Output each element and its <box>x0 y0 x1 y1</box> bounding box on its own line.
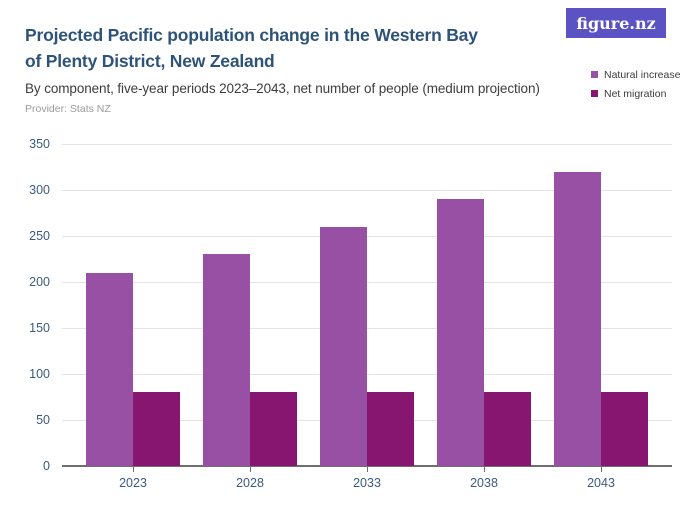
y-axis-tick-label: 100 <box>29 367 50 381</box>
x-axis-tick <box>367 466 368 472</box>
bar-natural-increase-2033 <box>320 226 367 466</box>
bar-net-migration-2038 <box>484 392 531 466</box>
legend-item: Natural increase <box>591 65 680 84</box>
legend-label: Net migration <box>604 87 667 100</box>
bar-net-migration-2043 <box>601 392 648 466</box>
gridline <box>62 374 672 375</box>
x-axis-tick <box>250 466 251 472</box>
x-axis-tick-label: 2028 <box>236 476 264 490</box>
legend-item: Net migration <box>591 84 680 103</box>
figure-nz-logo[interactable]: figure.nz <box>566 8 666 38</box>
bar-natural-increase-2023 <box>86 272 133 466</box>
legend: Natural increase Net migration <box>591 65 680 103</box>
bar-net-migration-2023 <box>133 392 180 466</box>
x-axis-tick <box>133 466 134 472</box>
bar-natural-increase-2028 <box>203 254 250 466</box>
y-axis-tick-label: 0 <box>43 459 50 473</box>
title-line-2: of Plenty District, New Zealand <box>25 51 275 71</box>
x-axis-tick <box>484 466 485 472</box>
y-axis-tick-label: 350 <box>29 137 50 151</box>
page-title: Projected Pacific population change in t… <box>25 22 505 74</box>
gridline <box>62 328 672 329</box>
x-axis-tick-label: 2023 <box>119 476 147 490</box>
y-axis-tick-label: 200 <box>29 275 50 289</box>
gridline <box>62 282 672 283</box>
y-axis-tick-label: 150 <box>29 321 50 335</box>
y-axis-tick-label: 250 <box>29 229 50 243</box>
x-axis-tick-label: 2033 <box>353 476 381 490</box>
title-line-1: Projected Pacific population change in t… <box>25 25 478 45</box>
gridline <box>62 236 672 237</box>
x-axis-tick-label: 2038 <box>470 476 498 490</box>
gridline <box>62 190 672 191</box>
chart-subtitle: By component, five-year periods 2023–204… <box>25 81 540 96</box>
y-axis-tick-label: 300 <box>29 183 50 197</box>
x-axis-tick <box>601 466 602 472</box>
x-axis-tick-label: 2043 <box>587 476 615 490</box>
provider-label: Provider: Stats NZ <box>25 103 111 115</box>
legend-label: Natural increase <box>604 68 681 81</box>
legend-swatch <box>591 71 598 78</box>
legend-swatch <box>591 90 598 97</box>
bar-net-migration-2033 <box>367 392 414 466</box>
bar-natural-increase-2038 <box>437 199 484 466</box>
y-axis-tick-label: 50 <box>36 413 50 427</box>
bar-net-migration-2028 <box>250 392 297 466</box>
gridline <box>62 144 672 145</box>
bar-natural-increase-2043 <box>554 171 601 466</box>
